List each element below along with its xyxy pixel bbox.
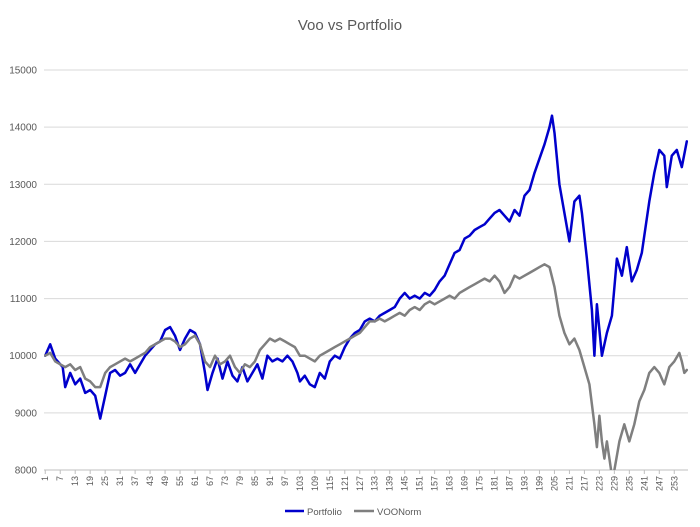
x-tick-label-151: 151 bbox=[415, 476, 425, 491]
x-tick-label-247: 247 bbox=[654, 476, 664, 491]
x-tick-label-193: 193 bbox=[520, 476, 530, 491]
x-tick-label-43: 43 bbox=[145, 476, 155, 486]
x-tick-label-253: 253 bbox=[669, 476, 679, 491]
x-tick-label-1: 1 bbox=[40, 476, 50, 481]
x-tick-label-109: 109 bbox=[310, 476, 320, 491]
x-tick-label-79: 79 bbox=[235, 476, 245, 486]
x-tick-label-31: 31 bbox=[115, 476, 125, 486]
x-tick-label-133: 133 bbox=[370, 476, 380, 491]
x-tick-label-199: 199 bbox=[534, 476, 544, 491]
x-tick-label-103: 103 bbox=[295, 476, 305, 491]
legend-label-voonorm: VOONorm bbox=[377, 507, 421, 518]
x-tick-label-223: 223 bbox=[594, 476, 604, 491]
x-tick-label-127: 127 bbox=[355, 476, 365, 491]
y-axis-ticks: 8000 9000 10000 11000 12000 13000 14000 15000 bbox=[9, 66, 37, 477]
x-tick-label-97: 97 bbox=[280, 476, 290, 486]
y-tick-label-9000: 9000 bbox=[15, 408, 38, 419]
legend: Portfolio VOONorm bbox=[285, 507, 421, 518]
x-tick-label-85: 85 bbox=[250, 476, 260, 486]
y-tick-label-10000: 10000 bbox=[9, 351, 37, 362]
x-tick-label-157: 157 bbox=[430, 476, 440, 491]
x-tick-label-25: 25 bbox=[100, 476, 110, 486]
x-tick-label-175: 175 bbox=[475, 476, 485, 491]
x-tick-label-235: 235 bbox=[624, 476, 634, 491]
x-tick-label-145: 145 bbox=[400, 476, 410, 491]
x-tick-label-37: 37 bbox=[130, 476, 140, 486]
legend-item-voonorm[interactable]: VOONorm bbox=[354, 507, 421, 518]
x-tick-label-187: 187 bbox=[505, 476, 515, 491]
x-tick-label-181: 181 bbox=[490, 476, 500, 491]
x-tick-label-13: 13 bbox=[70, 476, 80, 486]
x-axis-ticks: 1 7 13 19 25 31 37 43 49 55 61 67 73 79 85 91 97 103 109 11… bbox=[40, 470, 679, 491]
x-tick-label-217: 217 bbox=[579, 476, 589, 491]
legend-label-portfolio: Portfolio bbox=[307, 507, 342, 518]
y-tick-label-8000: 8000 bbox=[15, 466, 38, 477]
x-tick-label-205: 205 bbox=[549, 476, 559, 491]
x-tick-label-169: 169 bbox=[460, 476, 470, 491]
y-tick-label-11000: 11000 bbox=[10, 294, 38, 305]
series-line-voonorm bbox=[44, 263, 688, 470]
y-tick-label-12000: 12000 bbox=[9, 237, 37, 248]
x-tick-label-91: 91 bbox=[265, 476, 275, 486]
x-tick-label-19: 19 bbox=[85, 476, 95, 486]
x-tick-label-73: 73 bbox=[220, 476, 230, 486]
series-line-portfolio bbox=[44, 114, 688, 420]
y-tick-label-14000: 14000 bbox=[9, 123, 37, 134]
chart-title: Voo vs Portfolio bbox=[298, 17, 402, 34]
y-tick-label-13000: 13000 bbox=[9, 180, 37, 191]
x-tick-label-55: 55 bbox=[175, 476, 185, 486]
x-tick-label-49: 49 bbox=[160, 476, 170, 486]
y-tick-label-15000: 15000 bbox=[9, 66, 37, 77]
legend-item-portfolio[interactable]: Portfolio bbox=[285, 507, 342, 518]
x-tick-label-7: 7 bbox=[55, 476, 65, 481]
x-tick-label-115: 115 bbox=[325, 476, 335, 490]
x-tick-label-61: 61 bbox=[190, 476, 200, 486]
series-lines bbox=[44, 114, 688, 470]
x-tick-label-241: 241 bbox=[639, 476, 649, 491]
x-tick-label-163: 163 bbox=[445, 476, 455, 491]
x-tick-label-229: 229 bbox=[609, 476, 619, 491]
x-tick-label-211: 211 bbox=[564, 476, 574, 490]
gridlines bbox=[44, 69, 688, 414]
x-tick-label-67: 67 bbox=[205, 476, 215, 486]
x-tick-label-139: 139 bbox=[385, 476, 395, 491]
x-tick-label-121: 121 bbox=[340, 476, 350, 491]
